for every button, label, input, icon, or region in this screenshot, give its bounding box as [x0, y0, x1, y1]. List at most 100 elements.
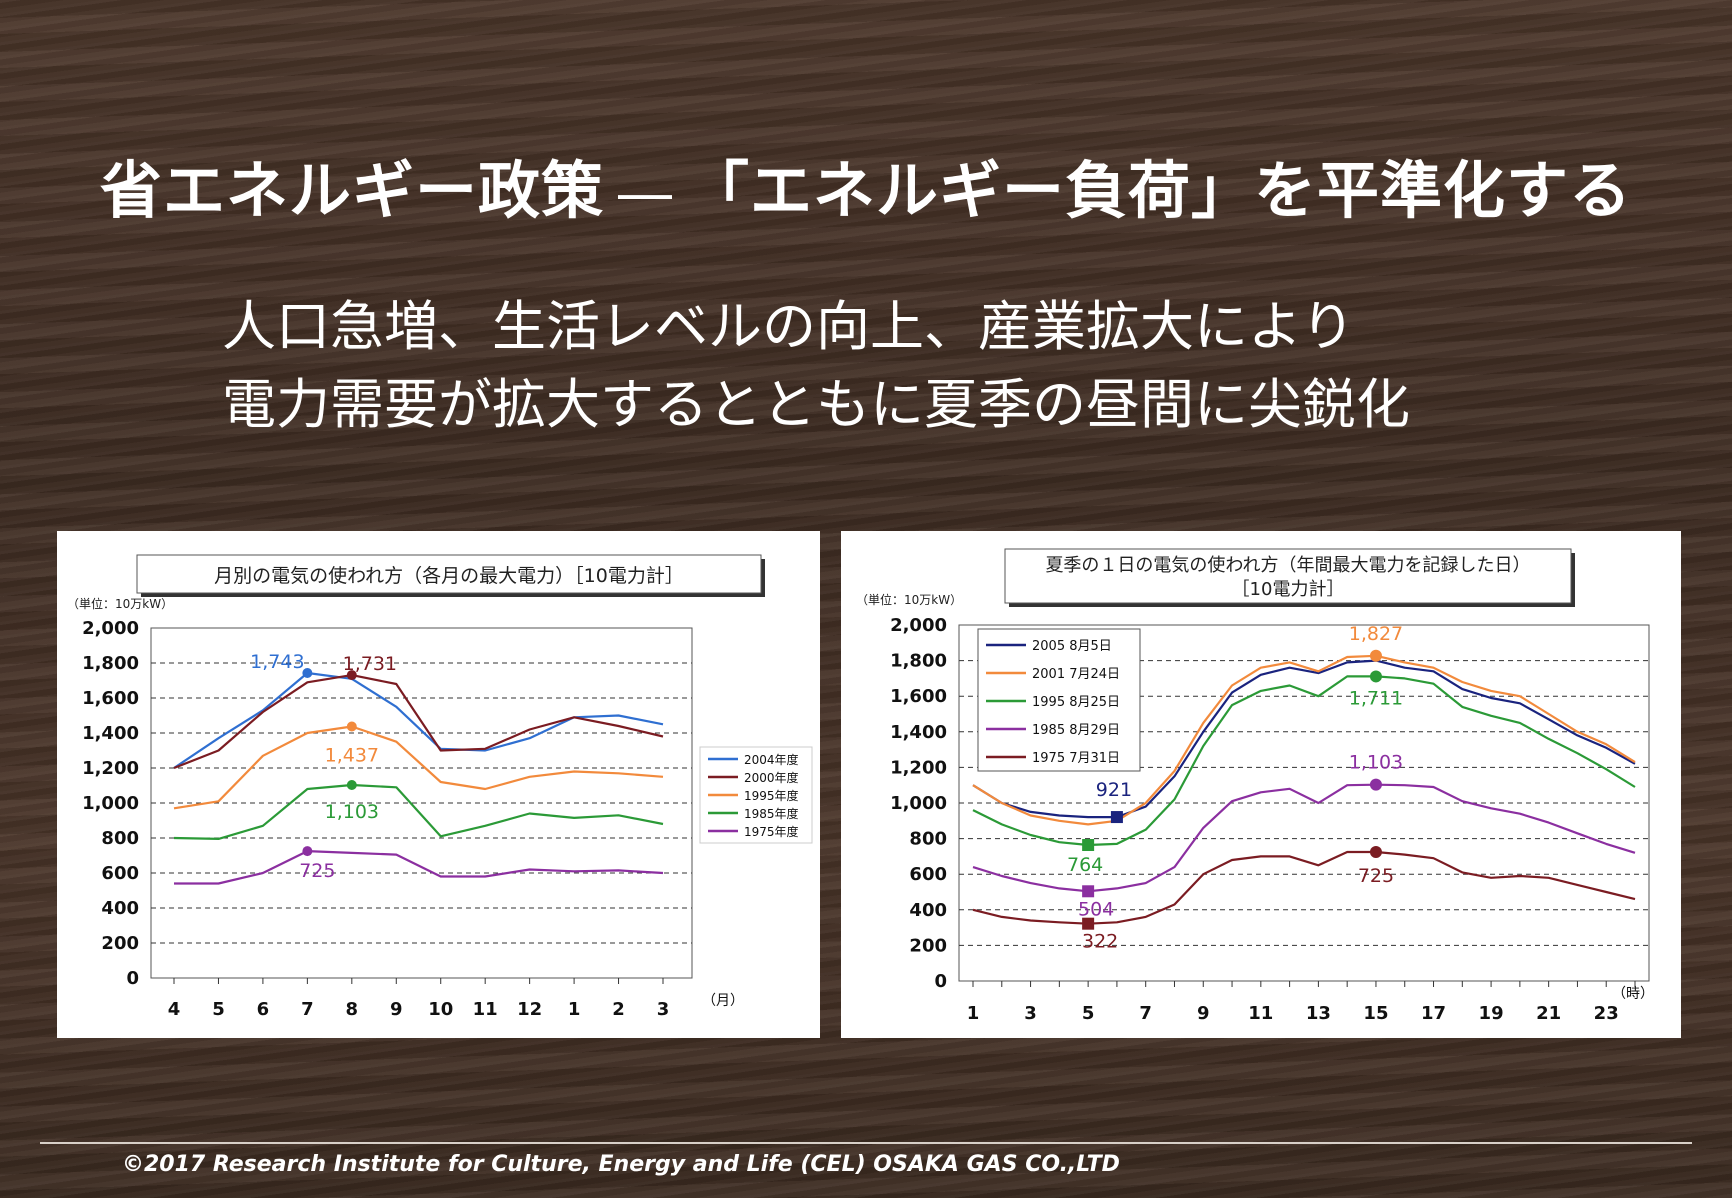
unit-label: （単位：10万kW）	[856, 592, 962, 607]
footer-divider	[40, 1142, 1692, 1144]
legend-label: 1975 7月31日	[1032, 751, 1120, 766]
data-label: 1,731	[343, 653, 397, 675]
series-line-2	[173, 674, 664, 770]
peak-marker	[1082, 839, 1095, 852]
subtitle-line-2: 電力需要が拡大するとともに夏季の昼間に尖鋭化	[222, 373, 1410, 436]
y-tick-label: 800	[101, 828, 139, 849]
slide-subtitle: 人口急増、生活レベルの向上、産業拡大により 電力需要が拡大するとともに夏季の昼間…	[222, 288, 1410, 444]
legend-label: 2001 7月24日	[1032, 667, 1120, 682]
x-tick-label: 11	[473, 999, 498, 1020]
y-tick-label: 1,200	[82, 758, 139, 779]
slide-title: 省エネルギー政策 ― 「エネルギー負荷」を平準化する	[0, 140, 1732, 230]
peak-marker	[1369, 649, 1382, 662]
peak-marker	[302, 846, 313, 857]
data-label: 322	[1082, 931, 1118, 953]
y-tick-label: 1,800	[890, 651, 947, 672]
x-unit-label: （時）	[1612, 986, 1654, 1002]
x-tick-label: 17	[1421, 1003, 1446, 1024]
title-box	[1004, 548, 1572, 604]
legend-label: 1985 8月29日	[1032, 723, 1120, 738]
data-label: 1,827	[1349, 623, 1403, 645]
x-tick-label: 13	[1306, 1003, 1331, 1024]
x-tick-label: 2	[612, 999, 625, 1020]
legend-label: 2004年度	[744, 752, 799, 767]
data-label: 1,103	[1349, 752, 1403, 774]
peak-marker	[1369, 670, 1382, 683]
y-tick-label: 1,600	[890, 686, 947, 707]
peak-marker	[1110, 811, 1123, 824]
data-label: 921	[1096, 779, 1132, 801]
daily-chart: 夏季の１日の電気の使われ方（年間最大電力を記録した日） ［10電力計］ （単位：10…	[856, 548, 1654, 1024]
data-label: 504	[1078, 898, 1114, 920]
legend-label: 1995 8月25日	[1032, 695, 1120, 710]
peak-marker	[302, 667, 313, 678]
data-label: 725	[1358, 865, 1394, 887]
x-tick-label: 1	[568, 999, 581, 1020]
copyright-footer: ©2017 Research Institute for Culture, En…	[122, 1152, 1120, 1177]
data-label: 1,743	[250, 651, 304, 673]
title-main: 省エネルギー政策	[99, 154, 604, 227]
x-tick-label: 8	[346, 999, 359, 1020]
peak-marker	[1082, 885, 1095, 898]
x-unit-label: （月）	[702, 993, 744, 1009]
data-label: 764	[1067, 854, 1103, 876]
x-tick-label: 15	[1363, 1003, 1388, 1024]
x-tick-label: 4	[168, 999, 181, 1020]
x-tick-label: 7	[1139, 1003, 1152, 1024]
data-label: 1,103	[325, 801, 379, 823]
series-line-4	[173, 783, 664, 840]
y-tick-label: 1,400	[82, 723, 139, 744]
x-tick-label: 3	[657, 999, 670, 1020]
data-label: 1,711	[1349, 687, 1403, 709]
unit-label: （単位：10万kW）	[67, 596, 173, 611]
x-tick-label: 6	[257, 999, 270, 1020]
monthly-chart: 月別の電気の使われ方（各月の最大電力）［10電力計］ （単位：10万kW） 0 200…	[67, 554, 813, 1020]
y-tick-label: 800	[909, 829, 947, 850]
x-tick-label: 11	[1248, 1003, 1273, 1024]
y-tick-label: 400	[909, 900, 947, 921]
peak-marker	[346, 721, 357, 732]
y-tick-label: 0	[934, 971, 947, 992]
x-tick-label: 21	[1536, 1003, 1561, 1024]
x-tick-label: 23	[1594, 1003, 1619, 1024]
y-tick-label: 600	[909, 864, 947, 885]
series-line-2	[972, 654, 1636, 826]
y-tick-label: 1,600	[82, 688, 139, 709]
subtitle-line-1: 人口急増、生活レベルの向上、産業拡大により	[222, 295, 1355, 358]
peak-marker	[346, 779, 357, 790]
daily-chart-panel: 夏季の１日の電気の使われ方（年間最大電力を記録した日） ［10電力計］ （単位：10…	[841, 531, 1681, 1038]
y-tick-label: 0	[126, 968, 139, 989]
legend-label: 1985年度	[744, 806, 799, 821]
y-tick-label: 400	[101, 898, 139, 919]
peak-marker	[1369, 778, 1382, 791]
chart-title: 月別の電気の使われ方（各月の最大電力）［10電力計］	[214, 565, 684, 587]
legend-label: 2005 8月5日	[1032, 639, 1112, 654]
legend-label: 1995年度	[744, 788, 799, 803]
series-line-3	[173, 725, 664, 810]
legend-box	[699, 746, 813, 844]
title-box	[136, 554, 762, 594]
title-dash: ―	[618, 162, 673, 225]
x-tick-label: 5	[212, 999, 225, 1020]
y-tick-label: 1,800	[82, 653, 139, 674]
legend-label: 2000年度	[744, 770, 799, 785]
x-tick-label: 10	[428, 999, 453, 1020]
chart-title: 夏季の１日の電気の使われ方（年間最大電力を記録した日）	[1045, 555, 1530, 576]
y-tick-label: 2,000	[890, 615, 947, 636]
peak-marker	[1369, 845, 1382, 858]
x-tick-label: 9	[1197, 1003, 1210, 1024]
series-line-1	[173, 671, 664, 769]
y-tick-label: 1,400	[890, 722, 947, 743]
y-tick-label: 200	[101, 933, 139, 954]
y-tick-label: 600	[101, 863, 139, 884]
peak-marker	[346, 670, 357, 681]
data-label: 1,437	[325, 745, 379, 767]
y-tick-label: 1,200	[890, 757, 947, 778]
y-tick-label: 1,000	[82, 793, 139, 814]
chart-title-line-2: ［10電力計］	[1232, 579, 1345, 600]
data-label: 725	[299, 860, 335, 882]
peak-marker	[1082, 917, 1095, 930]
monthly-chart-panel: 月別の電気の使われ方（各月の最大電力）［10電力計］ （単位：10万kW） 0 200…	[57, 531, 820, 1038]
x-tick-label: 3	[1024, 1003, 1037, 1024]
x-tick-label: 9	[390, 999, 403, 1020]
